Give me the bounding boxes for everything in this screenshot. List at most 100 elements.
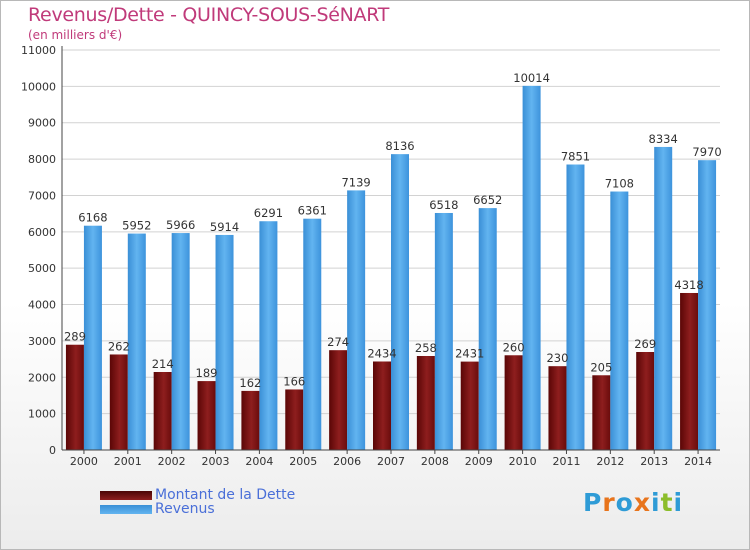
y-tick-label: 3000 bbox=[28, 335, 56, 348]
data-label-revenue-2005: 6361 bbox=[298, 204, 327, 218]
proxiti-logo: Proxiti bbox=[583, 488, 683, 517]
x-tick-label-2010: 2010 bbox=[509, 455, 537, 468]
data-label-revenue-2010: 10014 bbox=[513, 71, 550, 85]
bar-revenue-2000 bbox=[83, 225, 102, 450]
bar-debt-2009 bbox=[460, 361, 479, 450]
data-label-revenue-2013: 8334 bbox=[649, 132, 678, 146]
bar-revenue-2010 bbox=[522, 85, 541, 450]
data-label-revenue-2002: 5966 bbox=[166, 218, 195, 232]
bar-debt-2013 bbox=[636, 352, 655, 450]
chart-subtitle: (en milliers d'€) bbox=[28, 28, 123, 42]
data-label-revenue-2003: 5914 bbox=[210, 220, 239, 234]
data-label-revenue-2009: 6652 bbox=[473, 193, 502, 207]
bar-revenue-2001 bbox=[127, 233, 146, 450]
data-label-debt-2013: 269 bbox=[634, 337, 656, 351]
bar-debt-2006 bbox=[329, 350, 348, 450]
data-label-revenue-2006: 7139 bbox=[341, 175, 370, 189]
y-tick-label: 2000 bbox=[28, 371, 56, 384]
y-tick-label: 1000 bbox=[28, 408, 56, 421]
logo-letter: t bbox=[660, 488, 674, 517]
x-tick-label-2014: 2014 bbox=[684, 455, 712, 468]
legend-swatch-debt bbox=[100, 491, 152, 500]
bar-debt-2001 bbox=[109, 354, 128, 450]
logo-letter: i bbox=[651, 488, 661, 517]
bar-revenue-2012 bbox=[610, 191, 629, 450]
bar-debt-2002 bbox=[153, 372, 172, 450]
data-label-revenue-2012: 7108 bbox=[605, 177, 634, 191]
bar-revenue-2003 bbox=[215, 234, 234, 450]
data-label-debt-2000: 289 bbox=[64, 330, 86, 344]
bar-revenue-2006 bbox=[347, 190, 366, 450]
bar-debt-2008 bbox=[416, 356, 435, 450]
data-label-debt-2010: 260 bbox=[503, 340, 525, 354]
logo-letter: P bbox=[583, 488, 603, 517]
y-tick-label: 10000 bbox=[21, 80, 56, 93]
data-label-revenue-2000: 6168 bbox=[78, 211, 107, 225]
bar-debt-2004 bbox=[241, 390, 260, 450]
bar-revenue-2007 bbox=[391, 154, 409, 451]
data-labels: 289 6168 262 5952 214 5966 189 5914 162 6291 166 63… bbox=[64, 71, 722, 390]
data-label-revenue-2008: 6518 bbox=[429, 198, 458, 212]
bar-debt-2005 bbox=[285, 389, 304, 450]
y-tick-label: 5000 bbox=[28, 262, 56, 275]
data-label-revenue-2001: 5952 bbox=[122, 219, 151, 233]
bar-revenue-2009 bbox=[478, 208, 497, 450]
x-tick-label-2002: 2002 bbox=[158, 455, 186, 468]
x-tick-label-2013: 2013 bbox=[640, 455, 668, 468]
y-tick-label: 6000 bbox=[28, 226, 56, 239]
y-tick-label: 7000 bbox=[28, 189, 56, 202]
bar-debt-2012 bbox=[592, 375, 611, 450]
bar-debt-2003 bbox=[197, 381, 216, 450]
bar-revenue-2005 bbox=[303, 218, 322, 450]
legend-label-revenue: Revenus bbox=[155, 501, 215, 517]
data-label-debt-2006: 274 bbox=[327, 335, 349, 349]
data-label-debt-2009: 2431 bbox=[455, 347, 484, 361]
x-tick-label-2006: 2006 bbox=[333, 455, 361, 468]
chart-title: Revenus/Dette - QUINCY-SOUS-SéNART bbox=[28, 4, 390, 26]
y-tick-label: 11000 bbox=[21, 44, 56, 57]
x-tick-label-2000: 2000 bbox=[70, 455, 98, 468]
bars bbox=[65, 85, 717, 451]
data-label-debt-2011: 230 bbox=[546, 351, 568, 365]
bar-debt-2011 bbox=[548, 366, 567, 450]
x-tick-label-2008: 2008 bbox=[421, 455, 449, 468]
y-tick-label: 4000 bbox=[28, 299, 56, 312]
bar-revenue-2002 bbox=[171, 233, 190, 450]
x-tick-label-2012: 2012 bbox=[596, 455, 624, 468]
y-tick-label: 9000 bbox=[28, 117, 56, 130]
bar-revenue-2004 bbox=[259, 221, 278, 450]
logo-letter: r bbox=[602, 488, 616, 517]
y-tick-label: 8000 bbox=[28, 153, 56, 166]
x-tick-label-2004: 2004 bbox=[245, 455, 273, 468]
x-tick-label-2011: 2011 bbox=[552, 455, 580, 468]
x-tick-label-2007: 2007 bbox=[377, 455, 405, 468]
bar-debt-2010 bbox=[504, 355, 523, 450]
x-tick-label-2001: 2001 bbox=[114, 455, 142, 468]
bar-revenue-2008 bbox=[434, 212, 453, 450]
data-label-debt-2001: 262 bbox=[108, 339, 130, 353]
data-label-debt-2003: 189 bbox=[196, 366, 218, 380]
data-label-debt-2005: 166 bbox=[283, 374, 305, 388]
x-tick-label-2003: 2003 bbox=[202, 455, 230, 468]
x-tick-label-2005: 2005 bbox=[289, 455, 317, 468]
axes: 0 1000 2000 3000 4000 5000 6000 7000 8000 9000 100… bbox=[21, 44, 720, 468]
bar-debt-2007 bbox=[373, 361, 391, 450]
bar-revenue-2014 bbox=[698, 160, 717, 450]
logo-letter: o bbox=[615, 488, 634, 517]
data-label-debt-2014: 4318 bbox=[674, 278, 703, 292]
bar-revenue-2013 bbox=[654, 146, 673, 451]
bar-debt-2014 bbox=[680, 292, 699, 450]
y-tick-label: 0 bbox=[49, 444, 56, 457]
bar-debt-2000 bbox=[65, 344, 84, 450]
data-label-debt-2004: 162 bbox=[239, 376, 261, 390]
bar-revenue-2011 bbox=[566, 164, 585, 450]
data-label-revenue-2004: 6291 bbox=[254, 206, 283, 220]
data-label-debt-2007: 2434 bbox=[367, 346, 396, 360]
data-label-debt-2008: 258 bbox=[415, 341, 437, 355]
data-label-revenue-2014: 7970 bbox=[692, 145, 721, 159]
legend-swatch-revenue bbox=[100, 505, 152, 514]
data-label-debt-2002: 214 bbox=[152, 357, 174, 371]
data-label-debt-2012: 205 bbox=[590, 360, 612, 374]
logo-letter: x bbox=[633, 488, 651, 517]
data-label-revenue-2007: 8136 bbox=[385, 139, 414, 153]
